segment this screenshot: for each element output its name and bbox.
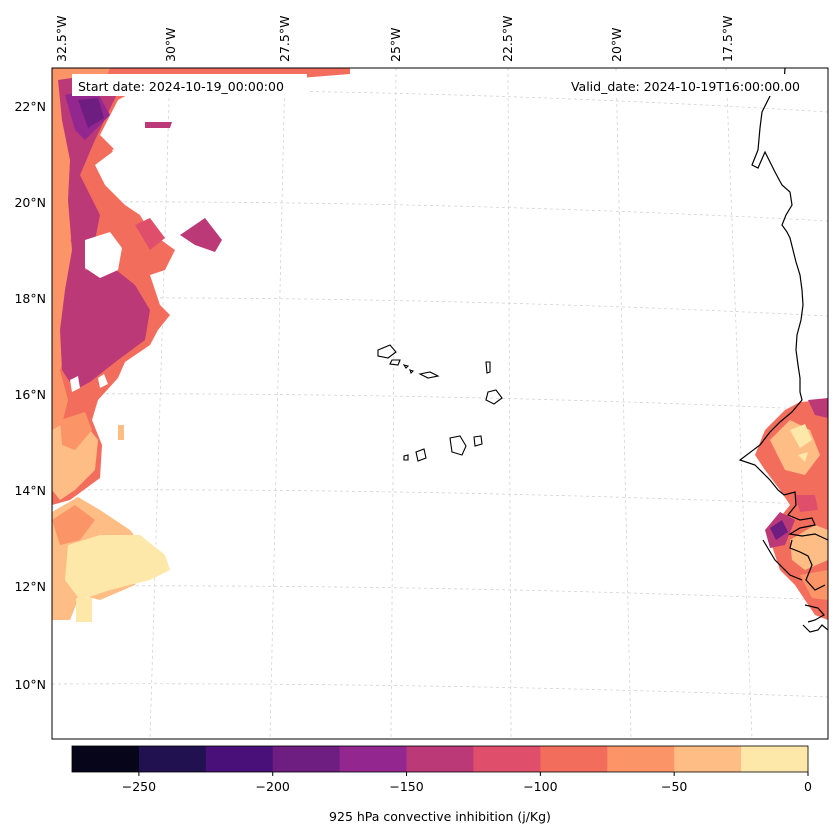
valid-date-box	[538, 74, 804, 96]
colorbar-tick-label: −250	[122, 779, 156, 794]
colorbar: −250 −200 −150 −100 −50 0	[71, 745, 812, 794]
lon-label-25w: 25°W	[388, 27, 403, 62]
colorbar-swatch	[72, 746, 140, 772]
lon-label-22-5w: 22.5°W	[500, 16, 515, 62]
lat-label-14n: 14°N	[14, 483, 46, 498]
colorbar-tick-label: −200	[256, 779, 290, 794]
colorbar-tick-label: −150	[389, 779, 423, 794]
colorbar-tick-label: −100	[523, 779, 557, 794]
lon-label-32-5w: 32.5°W	[54, 16, 69, 62]
lat-label-10n: 10°N	[14, 677, 46, 692]
colorbar-tick-label: 0	[804, 779, 812, 794]
cin-field-west	[52, 68, 350, 622]
lat-label-18n: 18°N	[14, 291, 46, 306]
valid-date-text: Valid_date: 2024-10-19T16:00:00.00	[571, 79, 800, 94]
colorbar-swatch	[406, 746, 474, 772]
latitude-labels: 22°N 20°N 18°N 16°N 14°N 12°N 10°N	[14, 99, 46, 692]
colorbar-swatch	[205, 746, 274, 772]
colorbar-swatch	[607, 746, 675, 772]
lon-label-17-5w: 17.5°W	[720, 16, 735, 62]
map-frame	[51, 67, 829, 740]
coastline-africa	[738, 68, 828, 633]
lon-label-30w: 30°W	[163, 27, 178, 62]
colorbar-label: 925 hPa convective inhibition (j/Kg)	[329, 809, 551, 824]
lat-label-20n: 20°N	[14, 195, 46, 210]
lat-label-22n: 22°N	[14, 99, 46, 114]
graticule	[52, 68, 828, 739]
colorbar-swatch	[272, 746, 341, 772]
lat-label-16n: 16°N	[14, 387, 46, 402]
cin-field-east	[755, 398, 828, 620]
colorbar-swatch	[674, 746, 742, 772]
colorbar-swatch	[741, 746, 809, 772]
colorbar-swatch	[339, 746, 408, 772]
cape-verde-islands	[377, 344, 503, 462]
start-date-box	[72, 74, 307, 96]
colorbar-tick-label: −50	[661, 779, 687, 794]
colorbar-swatch	[473, 746, 541, 772]
lat-label-12n: 12°N	[14, 579, 46, 594]
colorbar-swatch	[138, 746, 207, 772]
longitude-labels: 32.5°W 30°W 27.5°W 25°W 22.5°W 20°W 17.5…	[54, 16, 735, 62]
start-date-text: Start date: 2024-10-19_00:00:00	[78, 79, 284, 94]
lon-label-27-5w: 27.5°W	[277, 16, 292, 62]
lon-label-20w: 20°W	[609, 27, 624, 62]
colorbar-frame	[71, 745, 809, 773]
colorbar-swatch	[540, 746, 608, 772]
